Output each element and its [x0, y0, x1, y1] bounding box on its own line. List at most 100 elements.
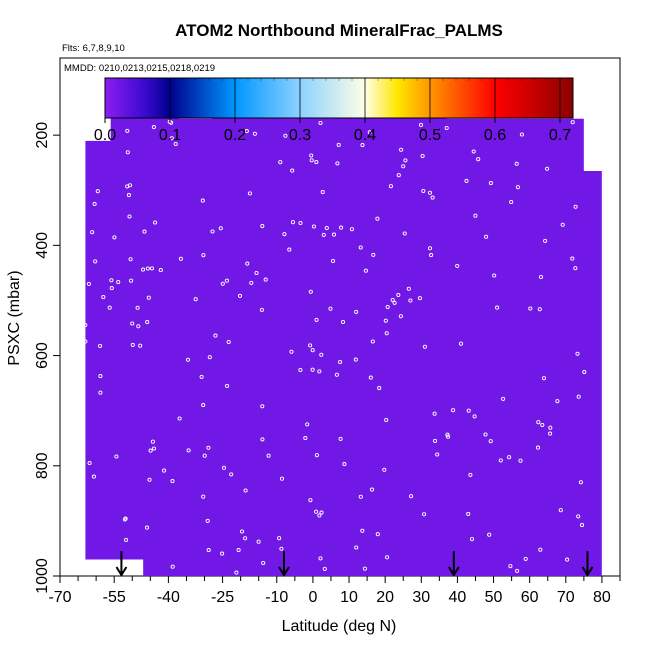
sample-point — [464, 178, 469, 183]
x-tick-label: 30 — [412, 589, 430, 606]
sample-point — [451, 408, 456, 413]
sample-point — [266, 453, 271, 458]
sample-point — [385, 555, 390, 560]
sample-point — [483, 432, 488, 437]
sample-point — [468, 472, 473, 477]
sample-point — [328, 306, 333, 311]
sample-point — [200, 198, 205, 203]
colorbar-tick-label: 0.2 — [224, 127, 246, 144]
sample-point — [541, 376, 547, 381]
sample-point — [360, 143, 365, 148]
sample-point — [201, 403, 206, 408]
chart-title: ATOM2 Northbound MineralFrac_PALMS — [175, 21, 503, 40]
curtain-background — [85, 113, 602, 576]
x-axis: -70 -55 -40 -25 -10 0 10 20 30 40 50 60 70 80 — [48, 576, 621, 606]
sample-point — [114, 454, 119, 459]
sample-point — [206, 548, 211, 553]
sample-point — [558, 508, 563, 513]
sample-point — [314, 160, 319, 165]
sample-point — [170, 479, 175, 484]
sample-point — [427, 246, 433, 251]
sample-point — [202, 453, 207, 458]
sample-point — [256, 539, 261, 544]
sample-point — [162, 468, 167, 473]
sample-point — [305, 422, 310, 427]
sample-point — [93, 259, 98, 264]
x-tick-label: 0 — [308, 589, 317, 606]
x-axis-label: Latitude (deg N) — [282, 618, 397, 635]
sample-point — [432, 438, 438, 443]
sample-point — [244, 129, 249, 134]
sample-point — [151, 125, 156, 130]
sample-point — [201, 253, 206, 258]
sample-point — [555, 399, 560, 404]
sample-point — [565, 557, 570, 562]
sample-point — [401, 164, 406, 169]
sample-point — [221, 465, 227, 470]
sample-point — [310, 348, 315, 353]
sample-point — [170, 564, 175, 569]
sample-point — [158, 268, 163, 273]
sample-point — [148, 448, 153, 453]
sample-point — [290, 168, 295, 173]
sample-point — [324, 225, 329, 231]
sample-point — [360, 528, 365, 533]
sample-point — [492, 273, 497, 278]
sample-point — [83, 339, 88, 344]
sample-point — [205, 518, 210, 523]
sample-point — [570, 120, 575, 125]
sample-point — [109, 278, 114, 283]
sample-point — [129, 278, 134, 283]
sample-point — [388, 184, 393, 189]
x-tick-label: -40 — [157, 589, 180, 606]
sample-point — [330, 258, 336, 264]
sample-point — [349, 227, 354, 232]
sample-point — [314, 317, 319, 322]
chart-subtitle: Flts: 6,7,8,9,10 — [62, 43, 125, 54]
sample-point — [310, 367, 315, 372]
sample-point — [402, 231, 407, 236]
sample-point — [144, 525, 150, 530]
sample-point — [368, 375, 373, 380]
sample-point — [186, 448, 191, 453]
sample-point — [358, 245, 363, 250]
sample-point — [384, 417, 389, 423]
sample-point — [85, 561, 90, 566]
sample-point — [210, 229, 215, 234]
sample-point — [298, 220, 303, 226]
sample-point — [579, 523, 585, 528]
sample-point — [319, 510, 324, 515]
sample-point — [86, 281, 91, 286]
sample-point — [417, 296, 422, 301]
sample-point — [578, 480, 583, 485]
y-tick-label: 200 — [34, 122, 51, 149]
y-tick-label: 600 — [34, 342, 51, 369]
sample-point — [199, 374, 204, 379]
sample-point — [287, 247, 292, 252]
sample-point — [320, 190, 325, 195]
sample-point — [261, 560, 266, 566]
sample-point — [308, 289, 313, 294]
sample-point — [279, 476, 285, 481]
sample-point — [263, 277, 268, 282]
sample-point — [150, 439, 155, 444]
sample-point — [101, 295, 106, 300]
sample-point — [396, 173, 401, 178]
sample-point — [469, 537, 475, 542]
sample-point — [582, 370, 587, 375]
sample-point — [409, 494, 414, 499]
sample-point — [515, 568, 520, 573]
sample-point — [225, 383, 230, 388]
sample-point — [153, 220, 158, 225]
curtain-plot — [83, 113, 602, 576]
sample-point — [375, 532, 380, 537]
sample-point — [145, 320, 150, 325]
y-tick-label: 400 — [34, 232, 51, 259]
sample-point — [138, 343, 143, 348]
sample-point — [408, 298, 413, 303]
sample-point — [224, 278, 229, 283]
sample-point — [149, 266, 155, 271]
sample-point — [229, 472, 234, 477]
sample-point — [146, 295, 151, 300]
x-tick-label: -70 — [48, 589, 71, 606]
